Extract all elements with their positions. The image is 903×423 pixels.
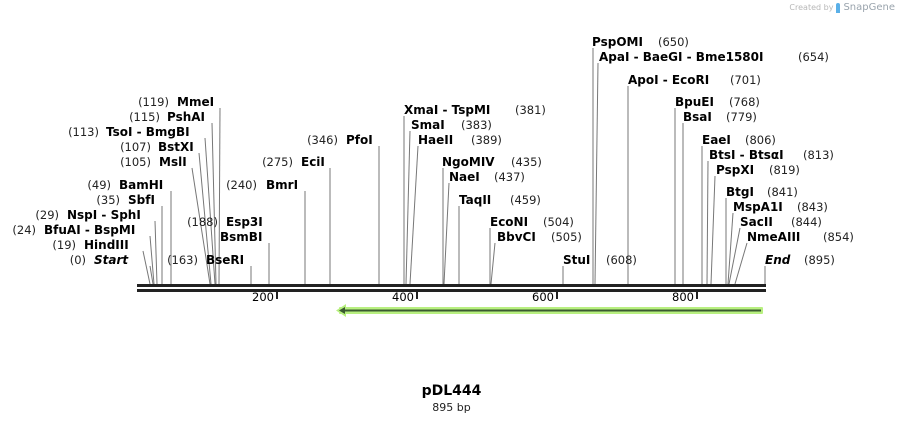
site-position: (115) (129, 110, 160, 124)
site-pspomi[interactable]: PspOMI (592, 35, 643, 49)
left-site-labels: (0) Start (19) HindIII (24) BfuAI - BspM… (12, 95, 372, 267)
site-pfoi[interactable]: PfoI (346, 133, 373, 147)
site-position: (768) (729, 95, 760, 109)
site-mmei[interactable]: MmeI (177, 95, 214, 109)
site-position: (701) (730, 73, 761, 87)
site-esp3i[interactable]: Esp3I (226, 215, 263, 229)
site-position: (188) (187, 215, 218, 229)
site-position: (854) (823, 230, 854, 244)
tick-label: 400 (392, 290, 414, 304)
site-position: (844) (791, 215, 822, 229)
site-position: (275) (262, 155, 293, 169)
site-bsmbi[interactable]: BsmBI (220, 230, 262, 244)
site-position: (608) (606, 253, 637, 267)
site-position: (113) (68, 125, 99, 139)
site-position: (459) (510, 193, 541, 207)
feature-arrow[interactable] (336, 304, 763, 317)
site-hindiii[interactable]: HindIII (84, 238, 129, 252)
site-stui[interactable]: StuI (563, 253, 590, 267)
ruler: 200 400 600 800 (252, 290, 698, 304)
tick-label: 600 (532, 290, 554, 304)
site-position: (49) (87, 178, 111, 192)
site-position: (119) (138, 95, 169, 109)
site-position: (240) (226, 178, 257, 192)
site-bstxi[interactable]: BstXI (158, 140, 194, 154)
credit-prefix: Created by (789, 3, 834, 12)
site-position: (806) (745, 133, 776, 147)
snapgene-credit: Created by SnapGene (789, 2, 895, 13)
site-bmri[interactable]: BmrI (266, 178, 298, 192)
site-taqii[interactable]: TaqII (459, 193, 491, 207)
site-position: (381) (515, 103, 546, 117)
site-position: (504) (543, 215, 574, 229)
site-nmeaiii[interactable]: NmeAIII (747, 230, 800, 244)
site-position: (654) (798, 50, 829, 64)
right-site-labels: XmaI - TspMI (381) SmaI (383) HaeII (389… (404, 35, 854, 267)
cut-site-lines (142, 48, 766, 285)
site-position: (107) (120, 140, 151, 154)
site-eaei[interactable]: EaeI (702, 133, 731, 147)
site-position: (29) (35, 208, 59, 222)
site-btsi-btsai[interactable]: BtsI - BtsαI (709, 148, 784, 162)
site-pspxi[interactable]: PspXI (716, 163, 754, 177)
site-position: (19) (52, 238, 76, 252)
site-position: (895) (804, 253, 835, 267)
site-position: (346) (307, 133, 338, 147)
tick-label: 200 (252, 290, 274, 304)
site-naei[interactable]: NaeI (449, 170, 480, 184)
dna-backbone (137, 284, 766, 292)
credit-brand: SnapGene (843, 2, 895, 13)
site-econi[interactable]: EcoNI (490, 215, 528, 229)
site-haeii[interactable]: HaeII (418, 133, 453, 147)
site-position: (819) (769, 163, 800, 177)
site-bamhi[interactable]: BamHI (119, 178, 163, 192)
site-nspi-sphi[interactable]: NspI - SphI (67, 208, 141, 222)
site-bseri[interactable]: BseRI (206, 253, 244, 267)
site-position: (841) (767, 185, 798, 199)
site-ngomiv[interactable]: NgoMIV (442, 155, 495, 169)
site-msli[interactable]: MslI (159, 155, 187, 169)
site-position: (843) (797, 200, 828, 214)
site-position: (383) (461, 118, 492, 132)
site-smai[interactable]: SmaI (411, 118, 445, 132)
tick-label: 800 (672, 290, 694, 304)
site-position: (779) (726, 110, 757, 124)
site-tsoi-bmgbi[interactable]: TsoI - BmgBI (106, 125, 190, 139)
site-position: (435) (511, 155, 542, 169)
site-position: (163) (167, 253, 198, 267)
site-position: (813) (803, 148, 834, 162)
site-sbfi[interactable]: SbfI (128, 193, 155, 207)
site-position: (0) (70, 253, 86, 267)
site-position: (24) (12, 223, 36, 237)
site-btgi[interactable]: BtgI (726, 185, 754, 199)
site-position: (35) (96, 193, 120, 207)
site-pshai[interactable]: PshAI (167, 110, 205, 124)
site-apai-baegi-bme1580i[interactable]: ApaI - BaeGI - Bme1580I (599, 50, 763, 64)
site-bsai[interactable]: BsaI (683, 110, 712, 124)
snapgene-logo-icon (836, 2, 841, 13)
site-position: (505) (551, 230, 582, 244)
site-bbvci[interactable]: BbvCI (497, 230, 536, 244)
site-position: (389) (471, 133, 502, 147)
site-position: (650) (658, 35, 689, 49)
site-position: (437) (494, 170, 525, 184)
site-end[interactable]: End (765, 253, 791, 267)
site-bfuai-bspmi[interactable]: BfuAI - BspMI (44, 223, 135, 237)
site-apoi-ecori[interactable]: ApoI - EcoRI (628, 73, 709, 87)
site-sacii[interactable]: SacII (740, 215, 773, 229)
site-mspa1i[interactable]: MspA1I (733, 200, 783, 214)
site-xmai-tspmi[interactable]: XmaI - TspMI (404, 103, 490, 117)
map-length: 895 bp (432, 401, 471, 414)
site-start[interactable]: Start (94, 253, 129, 267)
map-title: pDL444 (421, 383, 482, 399)
site-bpuei[interactable]: BpuEI (675, 95, 714, 109)
site-ecii[interactable]: EciI (301, 155, 325, 169)
site-position: (105) (120, 155, 151, 169)
